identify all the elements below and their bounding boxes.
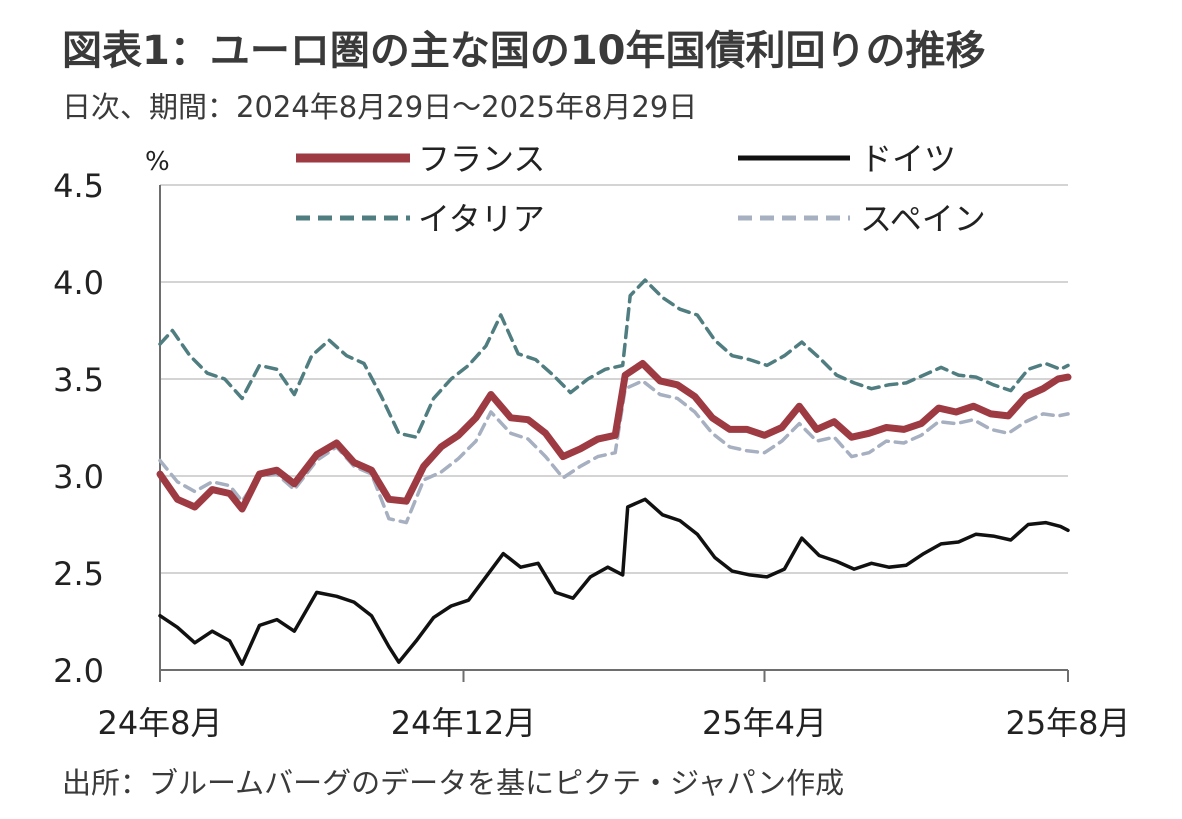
y-tick-label: 4.5 bbox=[53, 167, 104, 205]
x-tick-label: 24年12月 bbox=[391, 704, 536, 742]
series-line bbox=[158, 379, 1070, 525]
legend-label: イタリア bbox=[418, 200, 545, 238]
x-tick-label: 24年8月 bbox=[97, 704, 222, 742]
x-tick-label: 25年4月 bbox=[702, 704, 827, 742]
y-tick-label: 2.5 bbox=[53, 555, 104, 593]
chart-title: 図表1：ユーロ圏の主な国の10年国債利回りの推移 bbox=[62, 28, 986, 74]
series-line bbox=[158, 497, 1070, 666]
tick-labels: 2.0 2.5 3.0 3.5 4.0 4.5 24年8月 24年12月 25年4月 25年8月 bbox=[53, 167, 1130, 742]
series-line bbox=[156, 360, 1072, 513]
chart-subtitle: 日次、期間：2024年8月29日～2025年8月29日 bbox=[62, 90, 698, 124]
y-tick-label: 3.0 bbox=[53, 458, 104, 496]
y-tick-label: 3.5 bbox=[53, 361, 104, 399]
axes bbox=[159, 185, 1069, 682]
y-axis-unit-label: % bbox=[145, 147, 170, 177]
series-line bbox=[158, 278, 1070, 439]
legend-label: ドイツ bbox=[860, 140, 956, 178]
x-tick-label: 25年8月 bbox=[1005, 704, 1130, 742]
gridlines bbox=[160, 184, 1068, 574]
series-lines bbox=[156, 278, 1072, 666]
legend-label: スペイン bbox=[860, 200, 986, 238]
source-note: 出所：ブルームバーグのデータを基にピクテ・ジャパン作成 bbox=[62, 766, 845, 800]
legend-label: フランス bbox=[418, 140, 545, 178]
y-tick-label: 2.0 bbox=[53, 652, 104, 690]
y-tick-label: 4.0 bbox=[53, 264, 104, 302]
